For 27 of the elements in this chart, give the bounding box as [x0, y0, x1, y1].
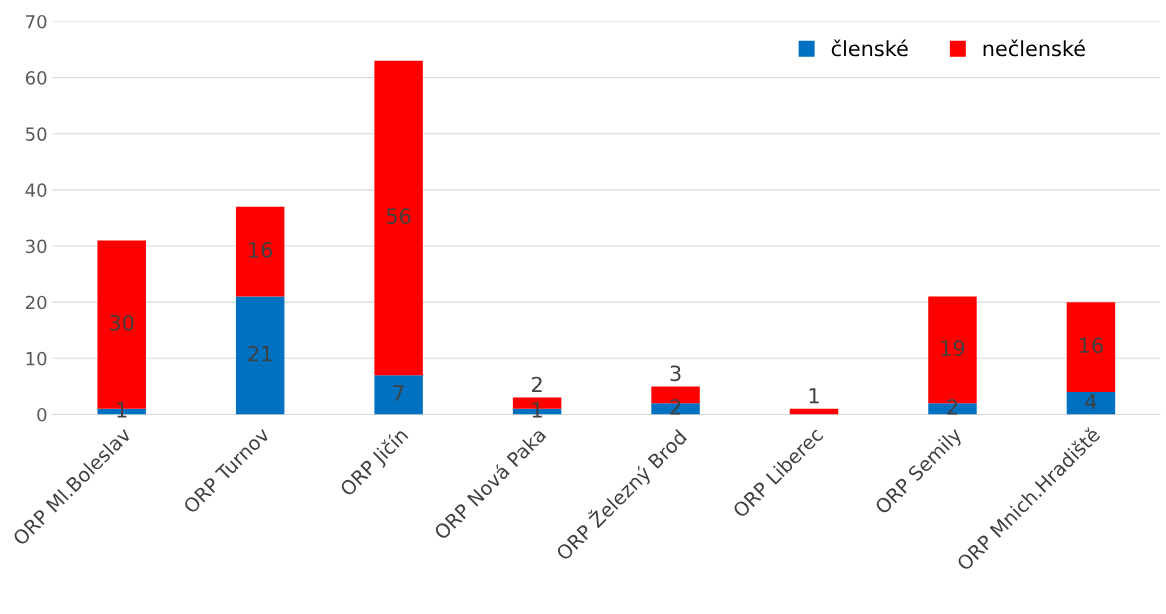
bar	[235, 296, 285, 415]
bar	[374, 60, 423, 376]
data-label: 3	[670, 365, 681, 382]
data-label: 7	[393, 385, 404, 401]
data-label: 56	[386, 208, 411, 225]
bar	[374, 375, 423, 415]
bar	[235, 206, 285, 297]
bar	[1066, 302, 1116, 392]
data-label: 4	[1085, 393, 1097, 409]
y-tick-label: 30	[26, 239, 47, 254]
legend-label: nečlenské	[983, 39, 1085, 57]
data-label: 2	[531, 376, 542, 393]
data-label: 19	[941, 340, 965, 356]
data-label: 16	[249, 241, 273, 258]
legend-label: členské	[831, 39, 908, 57]
y-tick-label: 0	[37, 407, 47, 422]
y-tick-label: 70	[26, 14, 47, 29]
data-label: 30	[110, 314, 134, 331]
data-label: 16	[1079, 337, 1103, 354]
data-label: 1	[809, 388, 819, 404]
y-tick-label: 20	[25, 295, 47, 310]
data-label: 21	[248, 345, 272, 362]
y-tick-label: 60	[25, 71, 47, 85]
bar	[1066, 392, 1116, 415]
y-tick-label: 40	[25, 183, 47, 198]
y-tick-label: 10	[26, 351, 47, 366]
y-tick-label: 50	[26, 127, 47, 141]
